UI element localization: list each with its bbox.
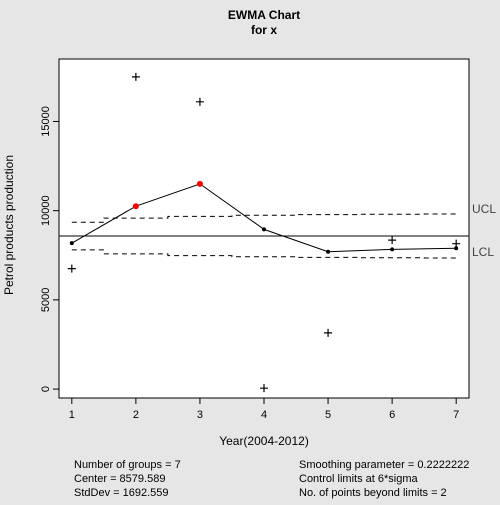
smoothing-info: Smoothing parameter = 0.2222222 (299, 459, 469, 471)
observation-point-7 (452, 239, 461, 248)
beyond-limits-info: No. of points beyond limits = 2 (299, 487, 447, 499)
lcl-line (71, 249, 457, 259)
x-tick-label-6: 6 (389, 409, 395, 421)
x-tick-label-1: 1 (69, 409, 75, 421)
x-tick-label-4: 4 (261, 409, 267, 421)
groups-info: Number of groups = 7 (74, 459, 181, 471)
observation-point-5 (324, 328, 333, 337)
y-tick-label-15000: 15000 (40, 106, 52, 137)
control-limits-info: Control limits at 6*sigma (299, 473, 418, 485)
y-tick-label-5000: 5000 (40, 288, 52, 312)
ewma-point-3 (196, 180, 203, 187)
ewma-point-1 (69, 241, 74, 246)
x-tick-label-2: 2 (133, 409, 139, 421)
ewma-point-6 (390, 247, 395, 252)
chart-subtitle: for x (251, 23, 277, 37)
x-axis-label: Year(2004-2012) (219, 434, 309, 448)
ewma-point-5 (326, 249, 331, 254)
ucl-label: UCL (472, 202, 496, 216)
lcl-label: LCL (472, 245, 494, 259)
y-tick-label-0: 0 (40, 386, 52, 392)
ewma-point-2 (132, 203, 139, 210)
stddev-info: StdDev = 1692.559 (74, 487, 169, 499)
center-info: Center = 8579.589 (74, 473, 165, 485)
y-axis-label: Petrol products production (2, 155, 16, 295)
chart-marks: 1 2 3 4 5 6 7 0 5000 10000 15000 (40, 72, 469, 421)
observation-point-6 (388, 236, 397, 245)
observation-point-1 (67, 264, 76, 273)
y-tick-label-10000: 10000 (40, 195, 52, 226)
observation-point-3 (195, 97, 204, 106)
observation-point-4 (260, 384, 268, 393)
ewma-point-7 (454, 246, 459, 251)
ewma-point-4 (262, 227, 266, 232)
x-tick-label-5: 5 (325, 409, 331, 421)
x-tick-label-7: 7 (453, 409, 459, 421)
observation-point-2 (131, 72, 140, 81)
chart-title: EWMA Chart (228, 8, 300, 22)
x-tick-label-3: 3 (197, 409, 203, 421)
